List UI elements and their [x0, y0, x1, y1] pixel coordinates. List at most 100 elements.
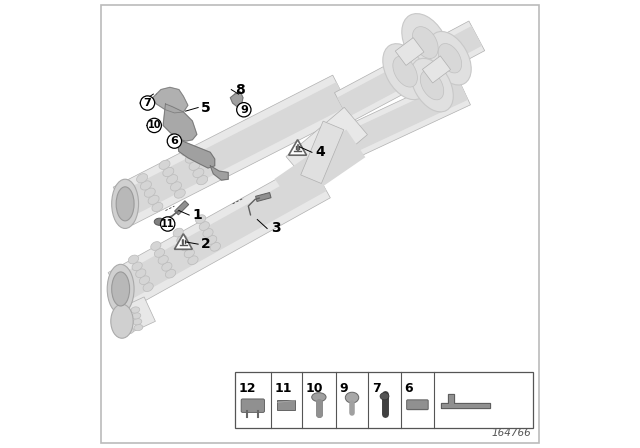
FancyBboxPatch shape	[278, 401, 296, 410]
Text: 7: 7	[143, 98, 152, 108]
Polygon shape	[210, 166, 228, 180]
Ellipse shape	[196, 176, 208, 185]
Ellipse shape	[380, 392, 389, 400]
Ellipse shape	[402, 13, 449, 72]
Ellipse shape	[163, 168, 174, 177]
FancyBboxPatch shape	[406, 400, 428, 409]
Ellipse shape	[188, 256, 198, 265]
Ellipse shape	[429, 31, 471, 85]
Ellipse shape	[393, 56, 417, 87]
Polygon shape	[337, 26, 482, 117]
Polygon shape	[113, 75, 352, 225]
Text: 10: 10	[306, 382, 323, 395]
Polygon shape	[175, 201, 189, 215]
Polygon shape	[255, 193, 271, 202]
Ellipse shape	[207, 236, 217, 244]
Ellipse shape	[159, 160, 170, 169]
Ellipse shape	[148, 195, 159, 204]
Ellipse shape	[174, 189, 186, 198]
Ellipse shape	[199, 222, 209, 230]
Ellipse shape	[193, 168, 204, 177]
Ellipse shape	[177, 235, 187, 244]
Ellipse shape	[170, 182, 182, 191]
Text: 3: 3	[271, 221, 280, 236]
Text: 11: 11	[275, 382, 292, 395]
Ellipse shape	[133, 319, 142, 325]
Text: 1: 1	[192, 208, 202, 222]
Ellipse shape	[123, 316, 132, 322]
Polygon shape	[289, 140, 307, 155]
Polygon shape	[152, 87, 188, 113]
Polygon shape	[301, 121, 344, 184]
Polygon shape	[108, 160, 330, 310]
FancyBboxPatch shape	[241, 399, 264, 412]
Ellipse shape	[346, 392, 359, 403]
Text: 9: 9	[240, 105, 248, 115]
Text: 10: 10	[147, 121, 161, 130]
Polygon shape	[275, 129, 365, 207]
Ellipse shape	[132, 313, 141, 319]
Text: 9: 9	[339, 382, 348, 395]
Polygon shape	[177, 138, 215, 168]
Polygon shape	[324, 79, 468, 163]
Circle shape	[147, 118, 161, 133]
Polygon shape	[322, 74, 470, 168]
Text: 4: 4	[316, 145, 325, 159]
Ellipse shape	[420, 70, 444, 100]
Ellipse shape	[129, 255, 138, 264]
Ellipse shape	[125, 327, 134, 334]
Text: 2: 2	[202, 237, 211, 251]
Ellipse shape	[112, 179, 139, 228]
Ellipse shape	[173, 228, 183, 237]
Ellipse shape	[154, 249, 164, 257]
Ellipse shape	[162, 263, 172, 271]
Polygon shape	[441, 395, 490, 408]
Ellipse shape	[211, 242, 220, 251]
Ellipse shape	[151, 241, 161, 250]
Circle shape	[161, 217, 175, 231]
Polygon shape	[163, 104, 197, 141]
Ellipse shape	[140, 276, 150, 284]
Ellipse shape	[312, 392, 326, 402]
Text: 5: 5	[202, 100, 211, 115]
Ellipse shape	[203, 228, 213, 237]
Ellipse shape	[181, 147, 193, 156]
Text: 164766: 164766	[492, 428, 531, 438]
Text: 8: 8	[235, 82, 244, 97]
Ellipse shape	[144, 188, 156, 197]
Polygon shape	[116, 82, 349, 218]
Polygon shape	[175, 234, 192, 249]
Ellipse shape	[136, 269, 146, 278]
Circle shape	[167, 134, 182, 148]
Text: 6: 6	[404, 382, 413, 395]
Ellipse shape	[112, 272, 130, 306]
Ellipse shape	[438, 43, 461, 73]
Ellipse shape	[158, 255, 168, 264]
Ellipse shape	[136, 174, 148, 183]
Ellipse shape	[108, 264, 134, 314]
Polygon shape	[230, 92, 243, 107]
Ellipse shape	[116, 187, 134, 221]
Circle shape	[237, 103, 251, 117]
Polygon shape	[335, 21, 484, 122]
Ellipse shape	[140, 181, 152, 190]
Text: 7: 7	[372, 382, 381, 395]
Ellipse shape	[196, 215, 205, 224]
Ellipse shape	[383, 43, 428, 100]
Ellipse shape	[124, 322, 133, 328]
Ellipse shape	[154, 218, 165, 225]
Ellipse shape	[132, 262, 142, 271]
Ellipse shape	[134, 324, 143, 331]
Polygon shape	[422, 56, 451, 83]
Polygon shape	[396, 38, 424, 65]
Polygon shape	[112, 168, 326, 303]
Ellipse shape	[166, 269, 175, 278]
Ellipse shape	[412, 26, 438, 59]
Circle shape	[140, 96, 155, 110]
Polygon shape	[286, 107, 367, 184]
Bar	[235, 372, 532, 428]
Ellipse shape	[180, 242, 191, 251]
Ellipse shape	[184, 249, 195, 258]
Ellipse shape	[185, 154, 196, 163]
Ellipse shape	[152, 202, 163, 211]
